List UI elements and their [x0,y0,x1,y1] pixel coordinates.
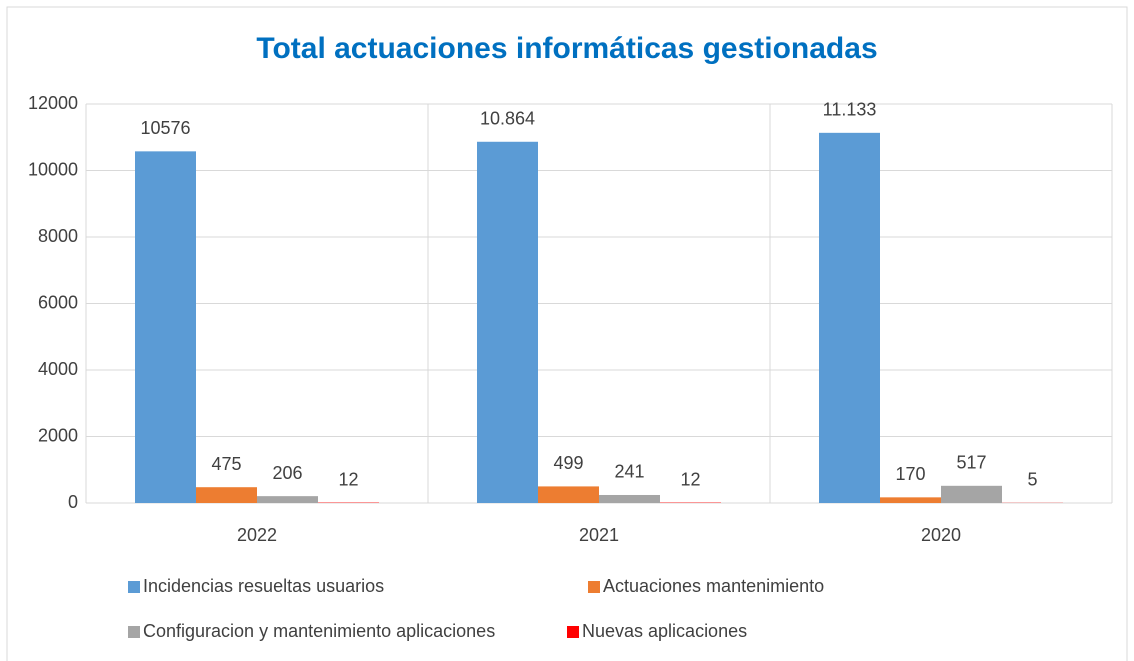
legend-swatch [128,581,140,593]
data-label: 170 [895,464,925,484]
data-label: 499 [553,453,583,473]
data-label: 517 [956,453,986,473]
y-tick-label: 2000 [38,425,78,445]
legend-label: Actuaciones mantenimiento [603,576,824,596]
x-tick-label: 2021 [579,525,619,545]
data-label: 12 [338,469,358,489]
x-tick-label: 2022 [237,525,277,545]
legend-swatch [128,626,140,638]
y-tick-label: 6000 [38,292,78,312]
data-label: 475 [211,454,241,474]
legend-swatch [567,626,579,638]
y-tick-label: 10000 [28,159,78,179]
legend-label: Nuevas aplicaciones [582,621,747,641]
bar [880,497,941,503]
data-label: 241 [614,462,644,482]
data-label: 11.133 [823,100,877,120]
y-tick-label: 8000 [38,226,78,246]
legend-label: Configuracion y mantenimiento aplicacion… [143,621,495,641]
bar [599,494,660,503]
y-tick-label: 4000 [38,359,78,379]
legend-swatch [588,581,600,593]
data-label: 12 [680,469,700,489]
bar [941,485,1002,503]
x-tick-label: 2020 [921,525,961,545]
bar [135,151,196,503]
y-tick-label: 12000 [28,93,78,113]
bar [477,141,538,503]
bar [257,496,318,503]
bar [819,132,880,503]
data-label: 206 [272,463,302,483]
bar [196,487,257,503]
data-label: 5 [1027,470,1037,490]
chart-title: Total actuaciones informáticas gestionad… [256,32,877,65]
data-label: 10.864 [480,109,535,129]
data-label: 10576 [140,118,190,138]
y-tick-label: 0 [68,492,78,512]
legend-label: Incidencias resueltas usuarios [143,576,384,596]
bar [538,486,599,503]
